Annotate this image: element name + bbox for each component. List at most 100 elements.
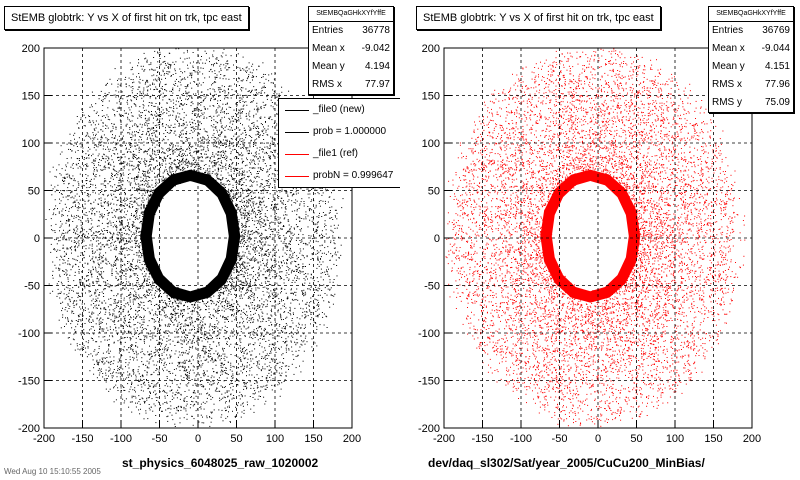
scatter-point <box>298 233 300 235</box>
scatter-point <box>227 172 229 174</box>
scatter-point <box>74 349 76 351</box>
scatter-point <box>85 292 86 294</box>
scatter-point <box>238 363 239 365</box>
scatter-point <box>295 299 297 301</box>
scatter-point <box>93 178 95 180</box>
scatter-point <box>255 356 257 358</box>
scatter-point <box>270 358 272 360</box>
scatter-point <box>99 259 101 261</box>
scatter-point <box>270 371 272 373</box>
scatter-point <box>227 89 229 91</box>
scatter-point <box>97 131 99 133</box>
scatter-point <box>59 153 61 155</box>
scatter-point <box>328 196 330 198</box>
scatter-point <box>136 402 138 404</box>
scatter-point <box>83 349 84 350</box>
scatter-point <box>208 326 210 328</box>
scatter-point <box>138 306 140 308</box>
scatter-point <box>242 365 244 367</box>
scatter-point <box>242 251 244 253</box>
scatter-point <box>93 363 95 365</box>
scatter-point <box>238 146 240 148</box>
scatter-point <box>260 321 262 323</box>
scatter-point <box>100 326 101 328</box>
scatter-point <box>250 204 251 206</box>
scatter-point <box>243 214 245 216</box>
scatter-point <box>243 254 245 256</box>
scatter-point <box>65 238 67 240</box>
scatter-point <box>133 158 134 160</box>
scatter-point <box>255 203 257 205</box>
scatter-point <box>185 370 187 372</box>
scatter-point <box>316 304 318 306</box>
scatter-point <box>313 236 315 238</box>
scatter-point <box>298 322 300 324</box>
scatter-point <box>328 251 329 253</box>
scatter-point <box>59 192 60 193</box>
scatter-point <box>128 321 130 323</box>
scatter-point <box>111 159 113 161</box>
scatter-point <box>242 225 244 227</box>
scatter-point <box>291 346 293 348</box>
scatter-point <box>191 127 193 129</box>
scatter-point <box>153 159 155 161</box>
scatter-point <box>97 259 99 261</box>
scatter-point <box>255 217 257 219</box>
scatter-point <box>280 317 282 319</box>
scatter-point <box>210 97 212 99</box>
scatter-point <box>244 214 246 216</box>
scatter-point <box>116 209 118 210</box>
scatter-point <box>134 247 136 248</box>
scatter-point <box>234 343 236 345</box>
scatter-point <box>118 185 120 187</box>
scatter-point <box>271 270 273 272</box>
scatter-point <box>182 61 184 63</box>
scatter-point <box>301 228 302 230</box>
scatter-point <box>80 219 82 221</box>
scatter-point <box>226 180 228 182</box>
scatter-point <box>179 81 181 83</box>
scatter-point <box>203 375 205 377</box>
scatter-point <box>110 363 112 365</box>
scatter-point <box>140 208 142 210</box>
scatter-point <box>138 192 140 194</box>
scatter-point <box>195 347 197 349</box>
scatter-point <box>143 294 144 296</box>
scatter-point <box>239 310 240 311</box>
scatter-point <box>145 151 147 153</box>
scatter-point <box>301 344 303 346</box>
scatter-point <box>149 353 151 355</box>
scatter-point <box>229 142 230 144</box>
scatter-point <box>143 152 145 154</box>
scatter-point <box>113 94 115 96</box>
scatter-point <box>266 287 268 289</box>
scatter-point <box>226 318 228 320</box>
scatter-point <box>93 239 94 240</box>
scatter-point <box>258 132 260 133</box>
scatter-point <box>141 68 143 70</box>
scatter-point <box>174 319 176 321</box>
scatter-point <box>119 177 121 179</box>
scatter-point <box>161 159 163 161</box>
scatter-point <box>306 188 308 190</box>
scatter-point <box>275 314 277 316</box>
scatter-point <box>172 145 174 147</box>
scatter-point <box>228 284 229 286</box>
scatter-point <box>203 128 205 130</box>
scatter-point <box>272 249 274 251</box>
scatter-point <box>260 386 262 388</box>
scatter-point <box>119 360 120 362</box>
scatter-point <box>92 281 94 283</box>
scatter-point <box>217 167 219 169</box>
scatter-point <box>195 150 197 152</box>
scatter-point <box>252 192 254 194</box>
scatter-point <box>138 381 140 382</box>
scatter-point <box>80 119 82 121</box>
scatter-point <box>310 312 312 314</box>
scatter-point <box>162 403 164 405</box>
scatter-point <box>195 166 197 168</box>
scatter-point <box>76 345 78 347</box>
scatter-point <box>129 322 131 323</box>
scatter-point <box>230 394 232 396</box>
scatter-point <box>129 144 131 146</box>
